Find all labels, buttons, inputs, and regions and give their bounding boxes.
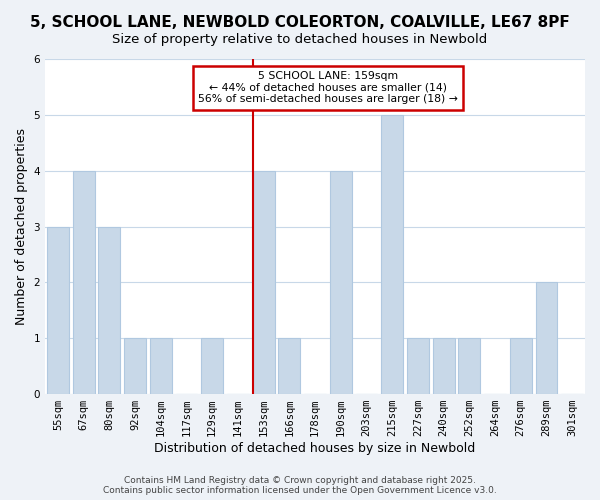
Text: 5, SCHOOL LANE, NEWBOLD COLEORTON, COALVILLE, LE67 8PF: 5, SCHOOL LANE, NEWBOLD COLEORTON, COALV…: [30, 15, 570, 30]
Text: Size of property relative to detached houses in Newbold: Size of property relative to detached ho…: [112, 32, 488, 46]
Bar: [407, 338, 429, 394]
Bar: [98, 226, 120, 394]
X-axis label: Distribution of detached houses by size in Newbold: Distribution of detached houses by size …: [154, 442, 476, 455]
Bar: [278, 338, 300, 394]
Bar: [73, 170, 95, 394]
Y-axis label: Number of detached properties: Number of detached properties: [15, 128, 28, 325]
Bar: [536, 282, 557, 394]
Bar: [381, 115, 403, 394]
Bar: [330, 170, 352, 394]
Bar: [124, 338, 146, 394]
Text: 5 SCHOOL LANE: 159sqm
← 44% of detached houses are smaller (14)
56% of semi-deta: 5 SCHOOL LANE: 159sqm ← 44% of detached …: [198, 72, 458, 104]
Bar: [47, 226, 69, 394]
Text: Contains HM Land Registry data © Crown copyright and database right 2025.
Contai: Contains HM Land Registry data © Crown c…: [103, 476, 497, 495]
Bar: [253, 170, 275, 394]
Bar: [458, 338, 480, 394]
Bar: [510, 338, 532, 394]
Bar: [201, 338, 223, 394]
Bar: [150, 338, 172, 394]
Bar: [433, 338, 455, 394]
